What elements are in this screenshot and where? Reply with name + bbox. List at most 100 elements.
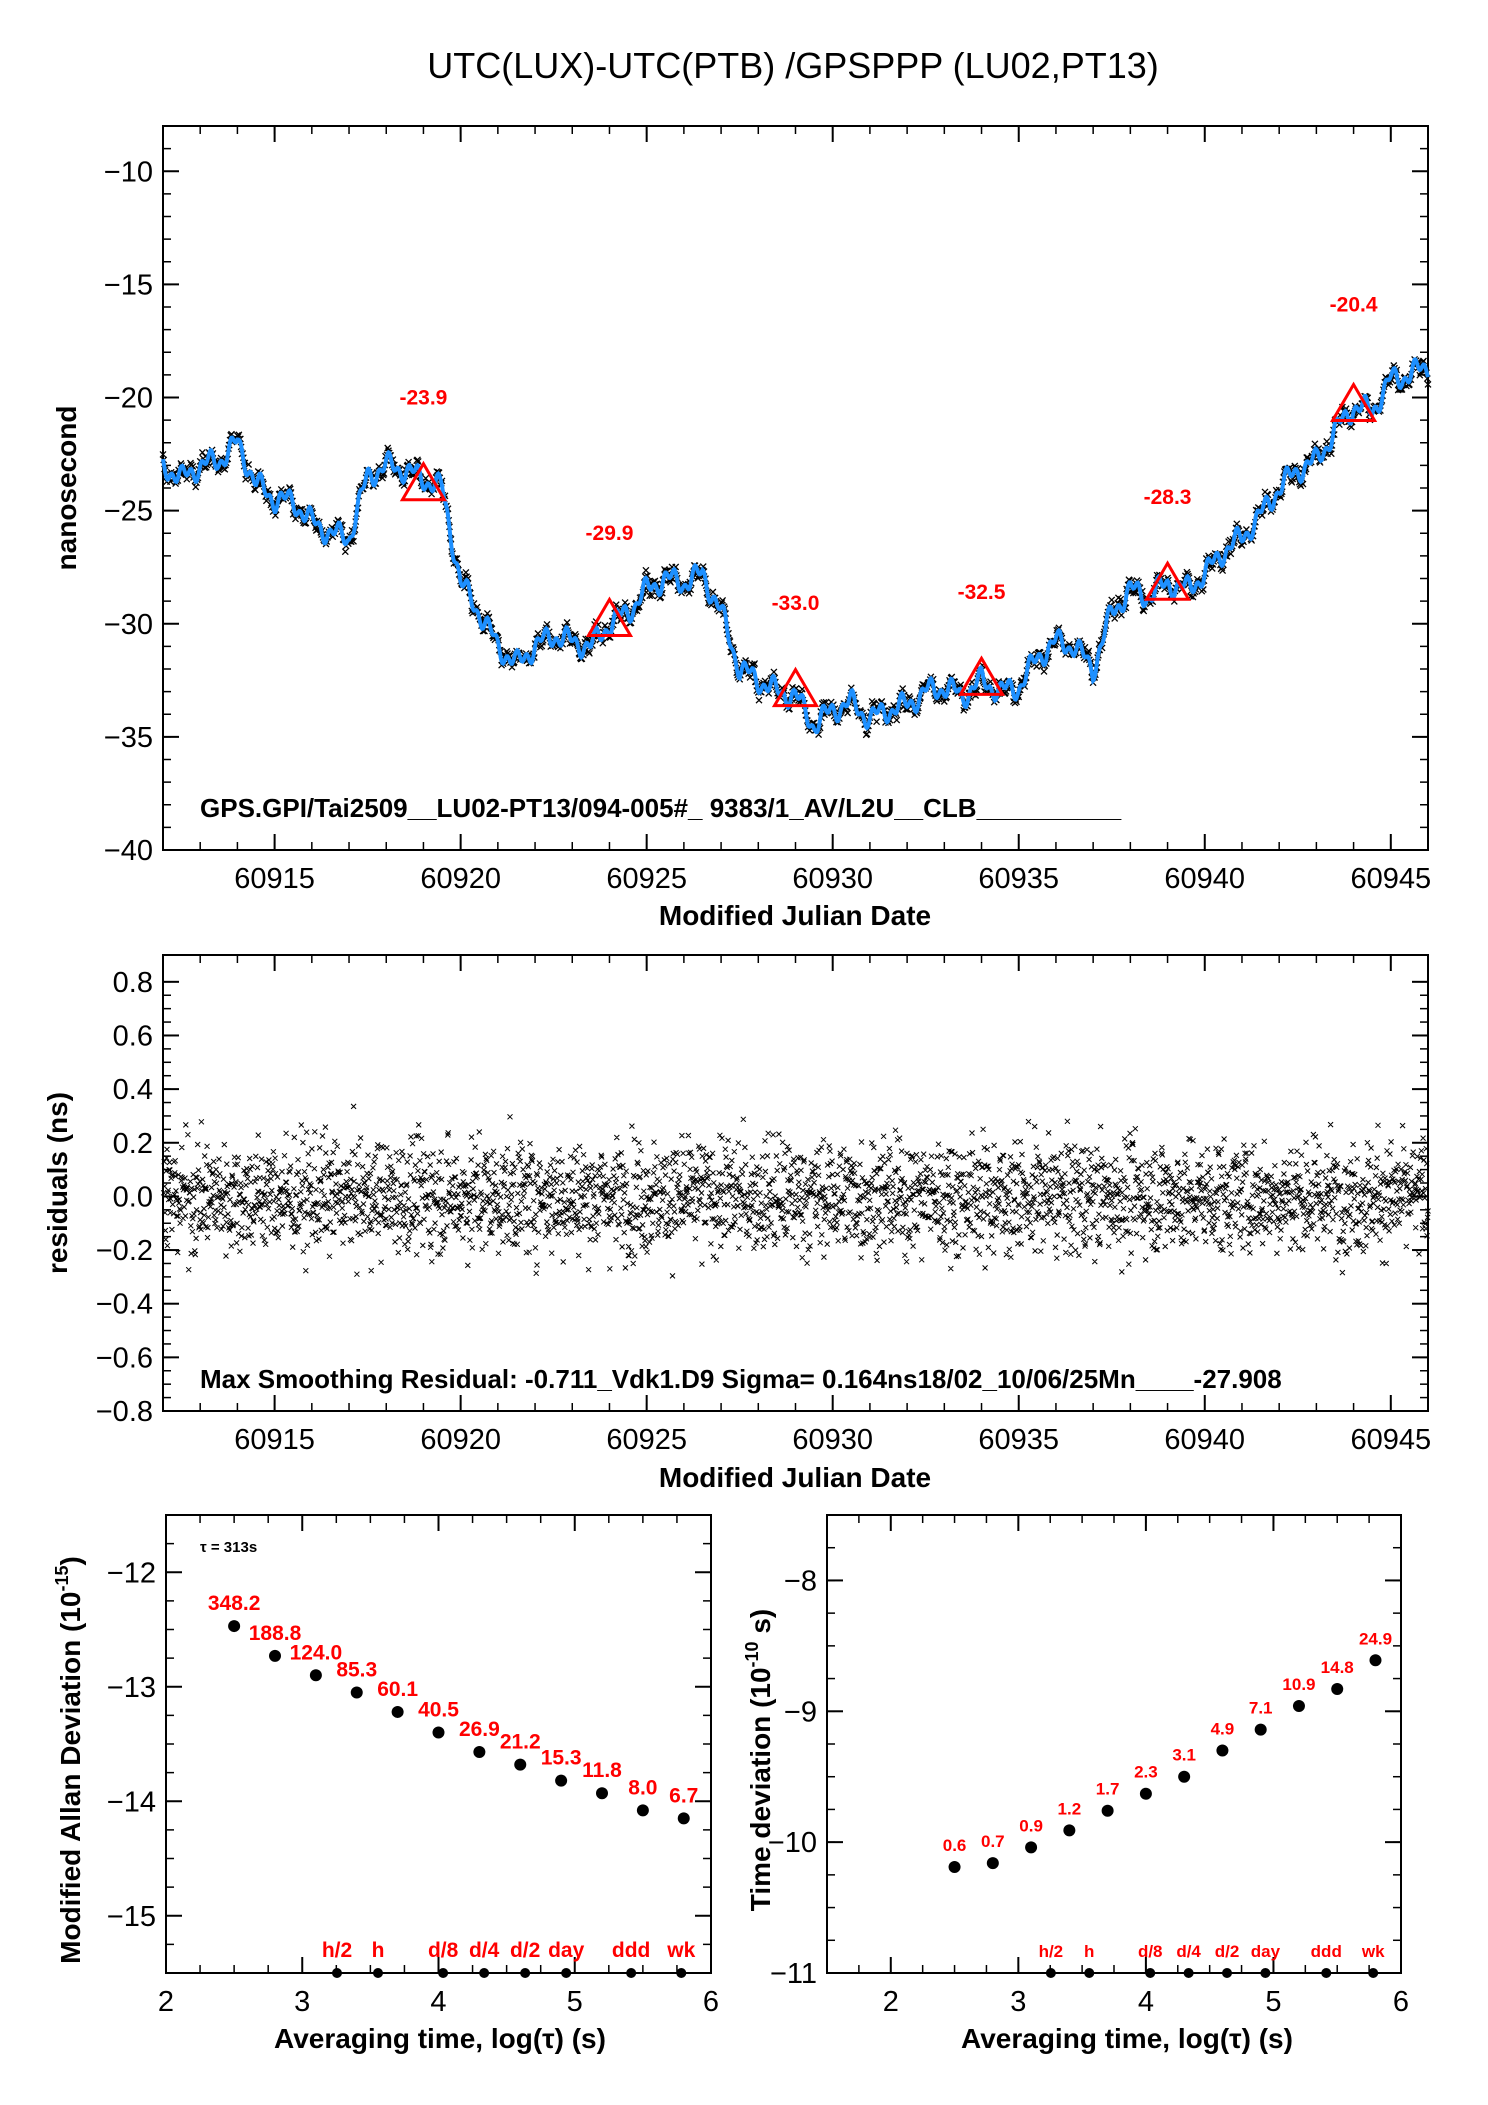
deviation-label: 188.8 — [249, 1622, 302, 1645]
deviation-point — [228, 1620, 241, 1633]
y-tick-label: −0.4 — [96, 1289, 153, 1321]
mdev-x-axis-label: Averaging time, log(τ) (s) — [274, 2023, 606, 2054]
deviation-point — [309, 1669, 322, 1682]
deviation-label: 85.3 — [336, 1658, 377, 1681]
time-mark-label: h/2 — [322, 1939, 352, 1962]
y-tick-label: −10 — [768, 1827, 817, 1859]
offset-plot-frame — [162, 125, 1429, 851]
deviation-label: 11.8 — [582, 1759, 622, 1782]
smoothed-offset-line — [161, 357, 1430, 735]
y-tick-label: −25 — [104, 496, 153, 528]
deviation-point — [1254, 1723, 1267, 1736]
deviation-point — [432, 1726, 445, 1739]
deviation-label: 1.7 — [1096, 1780, 1120, 1799]
residuals-panel: 60915 60920 60925 60930 60935 60940 60945 0.8 0.… — [42, 954, 1431, 1493]
residuals-y-axis-label: residuals (ns) — [42, 1092, 73, 1274]
time-mark-dot — [520, 1968, 531, 1978]
residuals-axes: 60915 60920 60925 60930 60935 60940 60945 0.8 0.… — [96, 955, 1431, 1456]
y-tick-label: −14 — [107, 1786, 156, 1818]
time-mark-label: day — [1251, 1942, 1281, 1961]
y-tick-label: −30 — [104, 609, 153, 641]
deviation-label: 15.3 — [541, 1747, 582, 1770]
deviation-point — [1063, 1824, 1076, 1837]
time-mark-label: ddd — [612, 1939, 650, 1962]
x-tick-label: 60915 — [234, 1424, 315, 1456]
time-mark-dot — [479, 1968, 490, 1978]
deviation-label: 1.2 — [1058, 1799, 1082, 1818]
deviation-label: 40.5 — [418, 1699, 459, 1722]
deviation-label: 60.1 — [377, 1678, 418, 1701]
deviation-label: 7.1 — [1249, 1699, 1273, 1718]
deviation-point — [473, 1746, 486, 1759]
figure-title: UTC(LUX)-UTC(PTB) /GPSPPP (LU02,PT13) — [427, 45, 1158, 86]
deviation-label: 4.9 — [1211, 1720, 1235, 1739]
x-tick-label: 5 — [567, 1986, 583, 2018]
deviation-label: 0.9 — [1019, 1816, 1043, 1835]
time-mark-label: day — [548, 1939, 585, 1962]
residual-points — [160, 1103, 1431, 1279]
deviation-point — [1216, 1744, 1229, 1757]
deviation-label: 2.3 — [1134, 1763, 1158, 1782]
deviation-point — [1369, 1654, 1382, 1667]
marker-value-label: -33.0 — [772, 592, 820, 615]
tdev-y-axis-label: Time deviation (10-10 s) — [742, 1609, 776, 1912]
y-tick-label: −0.2 — [96, 1235, 153, 1267]
residual-point-cloud — [160, 1103, 1431, 1279]
residuals-x-axis-label: Modified Julian Date — [659, 1462, 931, 1493]
marker-value-label: -32.5 — [958, 581, 1006, 604]
deviation-label: 0.6 — [943, 1836, 967, 1855]
marker-value-label: -20.4 — [1330, 294, 1378, 317]
mdev-axes: 2 3 4 5 6 −12 −13 −14 −15 — [107, 1514, 719, 2018]
deviation-label: 348.2 — [208, 1592, 261, 1615]
time-mark-dot — [1321, 1968, 1332, 1978]
deviation-label: 21.2 — [500, 1731, 541, 1754]
deviation-point — [677, 1812, 690, 1825]
time-mark-label: wk — [666, 1939, 695, 1962]
deviation-point — [555, 1774, 568, 1787]
x-tick-label: 4 — [1138, 1986, 1154, 2018]
deviation-label: 124.0 — [290, 1641, 343, 1664]
x-tick-label: 60915 — [234, 863, 315, 895]
tau-note: τ = 313s — [200, 1539, 257, 1556]
y-tick-label: −20 — [104, 383, 153, 415]
deviation-point — [596, 1787, 608, 1800]
x-tick-label: 60925 — [606, 1424, 687, 1456]
time-mark-label: d/8 — [428, 1939, 459, 1962]
x-tick-label: 60930 — [792, 1424, 873, 1456]
time-mark-label: h/2 — [1039, 1942, 1064, 1961]
y-tick-label: −13 — [107, 1672, 156, 1704]
deviation-point — [1101, 1804, 1114, 1817]
marker-value-label: -23.9 — [400, 386, 448, 409]
time-mark-label: wk — [1361, 1942, 1385, 1961]
marker-triangle — [1143, 560, 1192, 601]
deviation-point — [350, 1686, 363, 1699]
x-tick-label: 60935 — [978, 863, 1059, 895]
x-tick-label: 4 — [430, 1986, 446, 2018]
y-tick-label: 0.2 — [113, 1128, 153, 1160]
offset-series — [159, 355, 1432, 739]
time-mark-dot — [1368, 1968, 1379, 1978]
time-mark-dot — [1145, 1968, 1156, 1978]
mdev-plot-frame — [165, 1514, 712, 1974]
deviation-label: 3.1 — [1172, 1746, 1196, 1765]
mdev-points: 348.2 188.8124.085.360.140.526.921.215.31… — [208, 1592, 698, 1978]
y-tick-label: −0.8 — [96, 1396, 153, 1428]
offset-markers: -23.9 -29.9 -33.0 -32.5 -28.3 -20.4 — [400, 294, 1378, 708]
deviation-point — [1139, 1787, 1152, 1800]
deviation-point — [514, 1758, 527, 1771]
time-mark-label: d/2 — [1215, 1942, 1240, 1961]
deviation-point — [1331, 1683, 1344, 1696]
x-tick-label: 5 — [1265, 1986, 1281, 2018]
y-tick-label: −15 — [107, 1901, 156, 1933]
mdev-y-axis-label: Modified Allan Deviation (10-15) — [52, 1556, 86, 1964]
deviation-label: 14.8 — [1321, 1658, 1354, 1677]
time-mark-label: ddd — [1311, 1942, 1342, 1961]
y-tick-label: 0.0 — [113, 1181, 153, 1213]
x-tick-label: 3 — [1010, 1986, 1026, 2018]
deviation-point — [1025, 1841, 1038, 1854]
x-tick-label: 6 — [703, 1986, 719, 2018]
x-tick-label: 60925 — [606, 863, 687, 895]
time-mark-dot — [331, 1968, 342, 1978]
marker-triangle — [1329, 381, 1378, 423]
deviation-point — [948, 1861, 961, 1874]
